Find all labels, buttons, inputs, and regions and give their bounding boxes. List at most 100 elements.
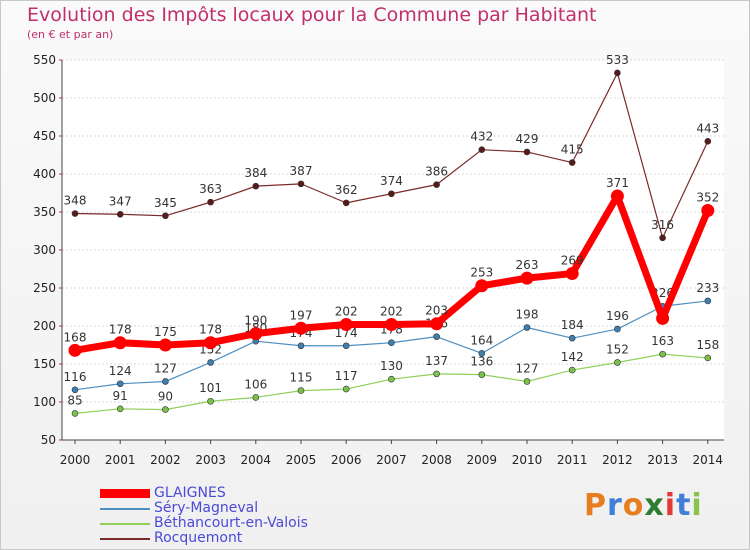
plot-area xyxy=(62,60,724,440)
data-point-glaignes xyxy=(430,317,444,331)
data-point-sery-magneval xyxy=(523,324,531,331)
data-label-bethancourt-en-valois: 115 xyxy=(290,371,313,385)
data-point-rocquemont xyxy=(568,159,576,166)
data-point-glaignes xyxy=(339,317,353,331)
data-point-bethancourt-en-valois xyxy=(342,385,350,393)
data-label-bethancourt-en-valois: 130 xyxy=(380,359,403,373)
data-label-sery-magneval: 198 xyxy=(516,308,539,322)
data-point-sery-magneval xyxy=(433,333,440,340)
y-tick-label: 250 xyxy=(33,281,56,295)
data-point-sery-magneval xyxy=(704,297,712,305)
data-label-rocquemont: 316 xyxy=(651,218,674,232)
data-label-sery-magneval: 233 xyxy=(696,281,719,295)
x-tick-label: 2003 xyxy=(195,453,226,467)
data-label-bethancourt-en-valois: 136 xyxy=(470,355,493,369)
data-point-bethancourt-en-valois xyxy=(614,359,621,366)
y-tick-label: 100 xyxy=(33,395,56,409)
data-label-sery-magneval: 127 xyxy=(154,361,177,375)
data-label-bethancourt-en-valois: 158 xyxy=(696,338,719,352)
data-label-sery-magneval: 174 xyxy=(335,326,358,340)
legend-item-sery-magneval: Séry-Magneval xyxy=(100,501,400,516)
data-point-glaignes xyxy=(204,336,218,350)
data-label-glaignes: 178 xyxy=(109,323,132,337)
data-label-rocquemont: 374 xyxy=(380,174,403,188)
data-label-bethancourt-en-valois: 101 xyxy=(199,381,222,395)
data-label-rocquemont: 432 xyxy=(470,130,493,144)
data-label-sery-magneval: 184 xyxy=(561,318,584,332)
data-label-glaignes: 371 xyxy=(606,176,629,190)
data-point-rocquemont xyxy=(71,210,79,217)
data-label-glaignes: 178 xyxy=(199,323,222,337)
data-point-glaignes xyxy=(475,279,489,293)
y-tick-label: 550 xyxy=(33,53,56,67)
data-point-glaignes xyxy=(113,336,127,350)
data-point-rocquemont xyxy=(342,199,350,207)
x-tick-label: 2014 xyxy=(693,453,724,467)
data-label-bethancourt-en-valois: 137 xyxy=(425,354,448,368)
data-point-glaignes xyxy=(294,321,308,335)
data-label-sery-magneval: 116 xyxy=(64,370,87,384)
data-point-sery-magneval xyxy=(388,339,395,347)
chart-subtitle: (en € et par an) xyxy=(27,28,114,41)
data-label-rocquemont: 443 xyxy=(696,121,719,135)
data-point-rocquemont xyxy=(162,212,169,220)
data-label-bethancourt-en-valois: 127 xyxy=(516,361,539,375)
data-point-glaignes xyxy=(565,267,579,281)
data-label-bethancourt-en-valois: 117 xyxy=(335,369,358,383)
data-point-rocquemont xyxy=(116,210,124,218)
y-tick-label: 350 xyxy=(33,205,56,219)
data-point-bethancourt-en-valois xyxy=(704,354,712,362)
data-label-rocquemont: 345 xyxy=(154,196,177,210)
data-label-bethancourt-en-valois: 106 xyxy=(244,377,267,391)
data-label-glaignes: 352 xyxy=(696,190,719,204)
data-label-glaignes: 202 xyxy=(380,304,403,318)
data-label-glaignes: 263 xyxy=(516,258,539,272)
data-label-rocquemont: 387 xyxy=(290,164,313,178)
data-label-glaignes: 175 xyxy=(154,325,177,339)
data-label-sery-magneval: 164 xyxy=(470,333,493,347)
data-point-glaignes xyxy=(384,317,398,331)
data-point-bethancourt-en-valois xyxy=(523,378,531,385)
legend-label-glaignes: GLAIGNES xyxy=(154,485,226,501)
data-point-bethancourt-en-valois xyxy=(568,366,576,374)
legend-swatch-rocquemont xyxy=(100,538,150,540)
chart-title: Evolution des Impôts locaux pour la Comm… xyxy=(27,4,597,26)
data-point-sery-magneval xyxy=(568,334,576,342)
data-point-bethancourt-en-valois xyxy=(297,387,305,394)
y-tick-label: 150 xyxy=(33,357,56,371)
data-point-glaignes xyxy=(158,338,172,352)
data-point-rocquemont xyxy=(297,180,305,188)
data-point-sery-magneval xyxy=(478,350,486,357)
legend-swatch-sery-magneval xyxy=(100,508,150,510)
data-point-bethancourt-en-valois xyxy=(116,405,124,413)
legend-swatch-glaignes xyxy=(100,489,150,498)
data-label-bethancourt-en-valois: 142 xyxy=(561,350,584,364)
x-tick-label: 2010 xyxy=(512,453,543,467)
data-label-bethancourt-en-valois: 163 xyxy=(651,334,674,348)
data-label-bethancourt-en-valois: 152 xyxy=(606,342,629,356)
x-tick-label: 2012 xyxy=(602,453,633,467)
x-tick-label: 2002 xyxy=(150,453,181,467)
legend-swatch-bethancourt-en-valois xyxy=(100,523,150,525)
y-tick-label: 200 xyxy=(33,319,56,333)
data-label-glaignes: 190 xyxy=(244,314,267,328)
x-tick-label: 2006 xyxy=(331,453,362,467)
data-label-sery-magneval: 124 xyxy=(109,364,132,378)
data-label-glaignes: 253 xyxy=(470,266,493,280)
y-tick-label: 400 xyxy=(33,167,56,181)
data-point-bethancourt-en-valois xyxy=(433,370,440,378)
proxiti-logo: Proxiti xyxy=(584,488,703,523)
x-tick-label: 2008 xyxy=(421,453,452,467)
data-point-sery-magneval xyxy=(71,386,79,394)
data-point-bethancourt-en-valois xyxy=(207,397,214,405)
x-tick-label: 2013 xyxy=(647,453,678,467)
data-label-bethancourt-en-valois: 85 xyxy=(67,393,82,407)
data-point-sery-magneval xyxy=(614,325,621,333)
data-label-rocquemont: 533 xyxy=(606,53,629,67)
legend-label-sery-magneval: Séry-Magneval xyxy=(154,500,259,516)
data-point-bethancourt-en-valois xyxy=(252,394,260,401)
data-point-rocquemont xyxy=(388,190,395,198)
data-point-glaignes xyxy=(249,327,263,341)
data-point-bethancourt-en-valois xyxy=(162,406,169,413)
